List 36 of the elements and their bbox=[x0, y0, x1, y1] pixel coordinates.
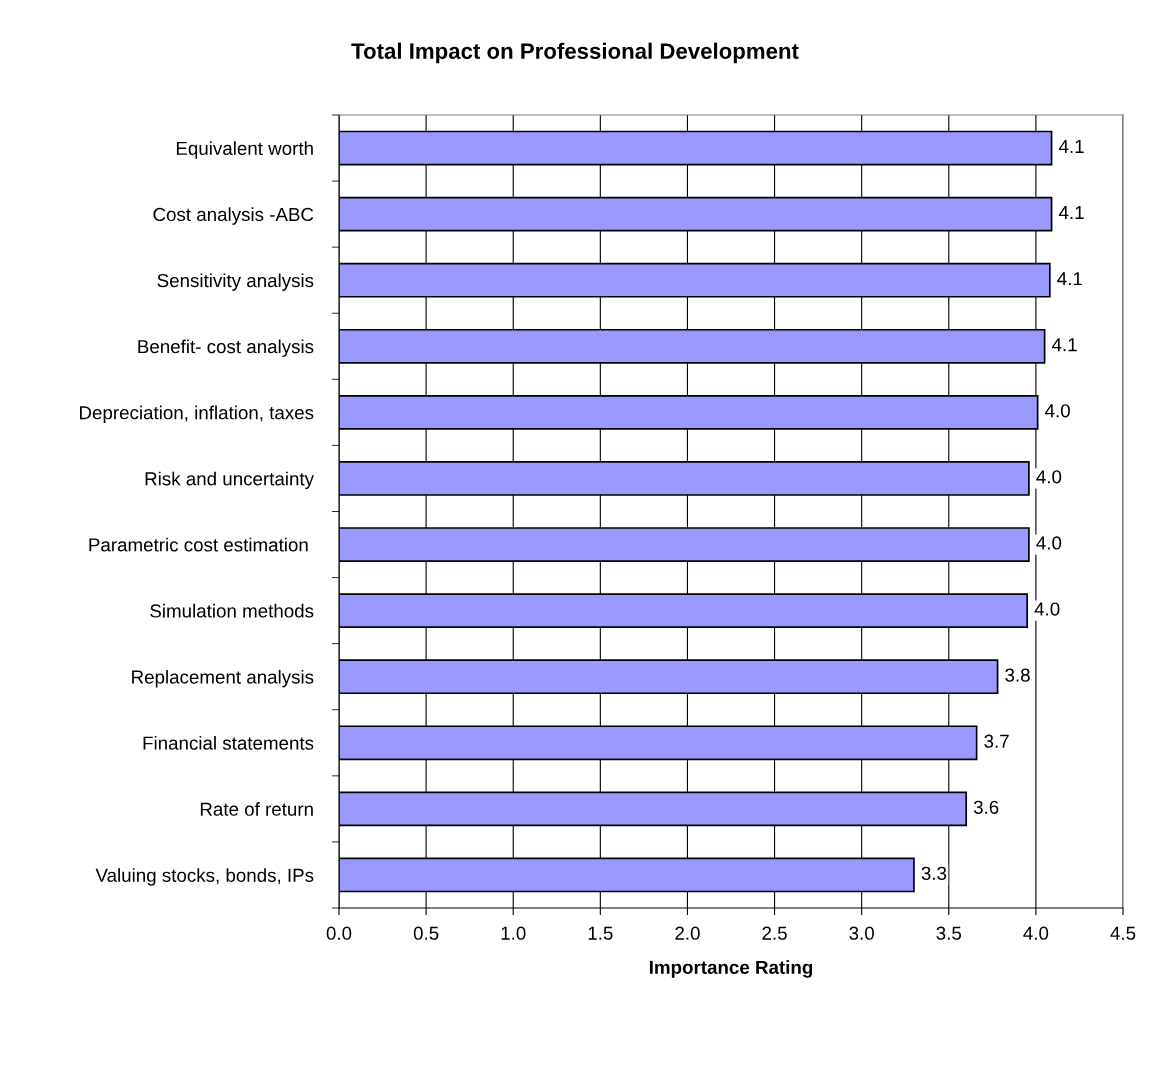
chart-title: Total Impact on Professional Development bbox=[351, 42, 799, 64]
y-tick-label: Financial statements bbox=[143, 736, 314, 750]
data-label: 4.1 bbox=[1057, 272, 1082, 286]
data-label: 3.6 bbox=[973, 800, 999, 814]
data-label: 4.0 bbox=[1045, 404, 1070, 418]
y-tick-label: Sensitivity analysis bbox=[157, 273, 314, 291]
x-tick-label: 1.5 bbox=[588, 926, 613, 940]
x-axis-title: Importance Rating bbox=[649, 960, 813, 978]
x-tick-label: 2.0 bbox=[675, 926, 700, 940]
data-label: 3.8 bbox=[1005, 668, 1030, 682]
x-tick-label: 2.5 bbox=[762, 926, 787, 940]
y-tick-label: Cost analysis -ABC bbox=[153, 207, 314, 225]
y-tick-label: Benefit- cost analysis bbox=[138, 339, 314, 357]
x-tick-label: 0.5 bbox=[413, 926, 439, 940]
y-tick-label: Parametric cost estimation bbox=[89, 537, 308, 552]
x-tick-label: 4.5 bbox=[1110, 926, 1136, 940]
x-tick-label: 3.0 bbox=[849, 926, 874, 940]
data-label: 4.0 bbox=[1036, 536, 1062, 550]
x-tick-label: 4.0 bbox=[1023, 926, 1049, 940]
y-tick-label: Replacement analysis bbox=[132, 669, 314, 688]
data-label: 3.7 bbox=[984, 734, 1009, 748]
y-tick-label: Rate of return bbox=[200, 802, 313, 816]
data-label: 4.1 bbox=[1051, 338, 1077, 352]
data-label: 4.0 bbox=[1034, 602, 1060, 616]
y-tick-label: Risk and uncertainty bbox=[145, 471, 314, 490]
y-tick-label: Equivalent worth bbox=[176, 141, 313, 159]
data-label: 4.1 bbox=[1058, 139, 1084, 153]
y-tick-label: Valuing stocks, bonds, IPs bbox=[95, 868, 314, 886]
data-label: 4.0 bbox=[1036, 470, 1062, 484]
x-tick-label: 0.0 bbox=[326, 926, 352, 940]
data-label: 4.1 bbox=[1058, 206, 1084, 219]
data-label: 3.3 bbox=[921, 866, 947, 880]
x-tick-label: 1.0 bbox=[501, 926, 526, 940]
y-tick-label: Depreciation, inflation, taxes bbox=[80, 405, 314, 424]
x-tick-label: 3.5 bbox=[936, 926, 962, 940]
y-tick-label: Simulation methods bbox=[150, 603, 314, 618]
